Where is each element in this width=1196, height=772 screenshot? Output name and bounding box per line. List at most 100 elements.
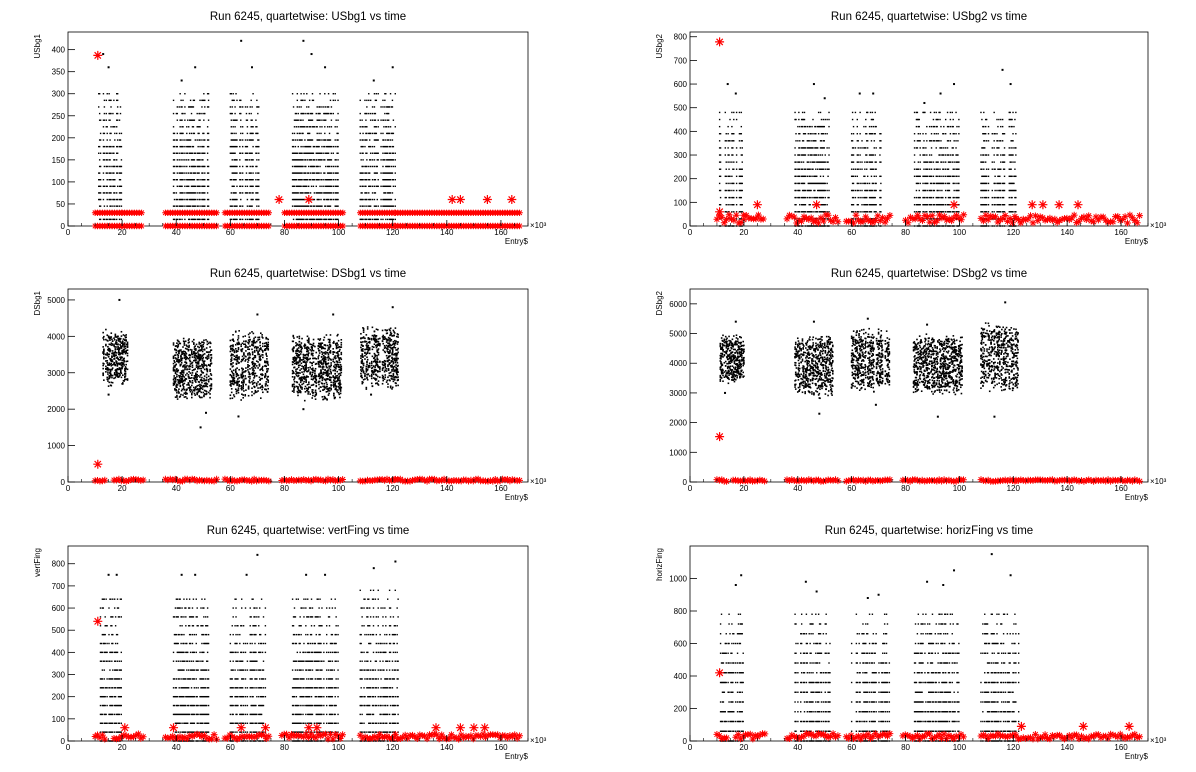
x-axis-label: Entry$ <box>505 493 529 502</box>
y-tick-label: 200 <box>52 134 66 143</box>
x-tick-label: 140 <box>1060 228 1074 237</box>
red-point-cluster <box>732 730 769 743</box>
x-tick-label: 0 <box>688 228 693 237</box>
black-point-cluster <box>359 66 396 227</box>
y-tick-label: 400 <box>674 672 688 681</box>
y-axis-label: vertFing <box>33 548 42 577</box>
black-point-cluster <box>172 573 210 742</box>
black-point-cluster <box>291 573 339 742</box>
red-outlier-point <box>949 200 959 210</box>
x-tick-label: 40 <box>172 484 181 493</box>
y-tick-label: 5000 <box>669 330 687 339</box>
black-point-cluster <box>850 593 891 742</box>
y-tick-label: 300 <box>52 90 66 99</box>
red-point-cluster <box>356 731 398 742</box>
y-tick-label: 500 <box>674 104 688 113</box>
y-tick-label: 2000 <box>669 419 687 428</box>
chart-title: Run 6245, quartetwise: horizFing vs time <box>825 525 1033 537</box>
x-tick-label: 140 <box>440 743 454 752</box>
black-point-cluster <box>102 298 129 396</box>
red-outlier-point <box>274 195 284 204</box>
red-outlier-point <box>312 723 322 733</box>
chart-svg-vertfing: Run 6245, quartetwise: vertFing vs time 0… <box>33 525 547 761</box>
x-tick-label: 140 <box>1060 484 1074 493</box>
red-outlier-point <box>93 50 103 60</box>
x-tick-label: 120 <box>386 743 400 752</box>
y-tick-label: 0 <box>683 222 688 231</box>
y-tick-label: 800 <box>52 560 66 569</box>
black-point-cluster <box>719 574 744 742</box>
red-point-cluster <box>221 209 272 230</box>
x-tick-label: 120 <box>386 484 400 493</box>
plot-frame <box>689 31 1149 227</box>
red-point-cluster <box>118 209 145 230</box>
x-tick-label: 80 <box>901 484 910 493</box>
black-point-cluster <box>172 337 213 429</box>
y-tick-label: 100 <box>52 178 66 187</box>
chart-svg-dsbg1: Run 6245, quartetwise: DSbg1 vs time 0 20 4… <box>33 268 547 502</box>
red-point-cluster <box>842 476 894 485</box>
plot-frame <box>67 288 529 483</box>
x-tick-label: 160 <box>494 484 508 493</box>
chart-svg-horizfing: Run 6245, quartetwise: horizFing vs time… <box>655 525 1167 761</box>
x-axis-multiplier: ×10³ <box>1150 736 1167 745</box>
y-tick-label: 5000 <box>47 296 65 305</box>
red-outlier-point <box>447 195 457 204</box>
y-tick-label: 2000 <box>47 405 65 414</box>
plot-frame <box>67 545 529 742</box>
red-outlier-point <box>304 723 314 733</box>
black-point-cluster <box>98 53 123 227</box>
x-tick-label: 0 <box>66 743 71 752</box>
red-outlier-point <box>1027 200 1037 210</box>
black-point-cluster <box>850 317 891 406</box>
black-point-cluster <box>229 553 267 742</box>
x-tick-label: 80 <box>280 743 289 752</box>
chart-svg-usbg2: Run 6245, quartetwise: USbg2 vs time 0 20 4… <box>655 11 1167 246</box>
x-tick-label: 160 <box>1114 743 1128 752</box>
chart-panel-dsbg1: Run 6245, quartetwise: DSbg1 vs time 0 20 4… <box>0 257 560 507</box>
black-point-cluster <box>718 83 743 227</box>
y-tick-label: 600 <box>674 80 688 89</box>
x-tick-label: 0 <box>66 228 71 237</box>
red-points <box>713 432 1143 485</box>
y-tick-label: 200 <box>52 693 66 702</box>
red-point-cluster <box>842 730 894 743</box>
x-tick-label: 40 <box>793 228 802 237</box>
x-tick-label: 120 <box>386 228 400 237</box>
x-tick-label: 160 <box>494 228 508 237</box>
x-tick-label: 20 <box>739 228 748 237</box>
y-tick-label: 1000 <box>669 575 687 584</box>
red-point-cluster <box>842 211 894 227</box>
chart-title: Run 6245, quartetwise: DSbg2 vs time <box>831 268 1027 280</box>
red-point-cluster <box>899 476 967 485</box>
x-tick-label: 60 <box>226 484 235 493</box>
red-outlier-point <box>1054 200 1064 210</box>
black-points <box>102 298 399 429</box>
y-tick-label: 0 <box>683 478 688 487</box>
x-tick-label: 40 <box>172 228 181 237</box>
x-tick-label: 60 <box>226 743 235 752</box>
black-point-cluster <box>229 39 260 227</box>
x-tick-label: 140 <box>440 484 454 493</box>
y-tick-label: 400 <box>52 648 66 657</box>
x-tick-label: 60 <box>847 484 856 493</box>
x-axis-multiplier: ×10³ <box>1150 477 1167 486</box>
red-point-cluster <box>162 730 220 743</box>
x-axis-label: Entry$ <box>1125 752 1149 761</box>
red-point-cluster <box>977 730 1019 742</box>
red-point-cluster <box>110 475 147 485</box>
chart-title: Run 6245, quartetwise: vertFing vs time <box>207 525 410 537</box>
chart-svg-dsbg2: Run 6245, quartetwise: DSbg2 vs time 0 20 4… <box>655 268 1167 502</box>
x-tick-label: 40 <box>793 484 802 493</box>
black-point-cluster <box>291 313 343 411</box>
red-point-cluster <box>1012 211 1143 227</box>
red-outlier-point <box>93 616 103 626</box>
x-tick-label: 40 <box>172 743 181 752</box>
red-outlier-point <box>1038 200 1048 210</box>
y-tick-label: 0 <box>61 737 66 746</box>
y-tick-label: 300 <box>674 151 688 160</box>
x-tick-label: 100 <box>953 743 967 752</box>
red-outlier-point <box>715 37 725 47</box>
red-outlier-point <box>1073 200 1083 210</box>
red-outlier-point <box>120 723 130 733</box>
